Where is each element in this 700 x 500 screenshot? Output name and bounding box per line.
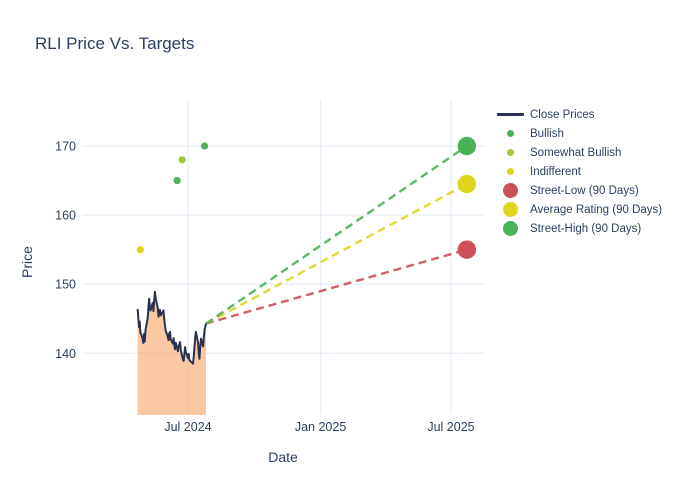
legend-item-somewhat-bullish[interactable]: Somewhat Bullish [497, 143, 662, 162]
x-tick-label-jan-2025: Jan 2025 [295, 420, 346, 434]
street-high-marker-icon [497, 221, 524, 236]
legend-label: Average Rating (90 Days) [530, 203, 663, 216]
y-tick-label-170: 170 [55, 140, 76, 154]
bullish-dot-icon [497, 130, 524, 137]
legend-label: Indifferent [530, 165, 581, 178]
rating-dot-bullish-170[interactable] [200, 142, 209, 150]
legend-label: Street-High (90 Days) [530, 222, 642, 235]
rating-dot-indifferent-155[interactable] [136, 246, 145, 254]
y-tick-label-150: 150 [55, 278, 76, 292]
close-price-line [136, 290, 207, 365]
chart-title: RLI Price Vs. Targets [35, 34, 195, 53]
legend-label: Bullish [530, 127, 564, 140]
y-tick-label-160: 160 [55, 209, 76, 223]
legend-label: Close Prices [530, 108, 595, 121]
legend-label: Street-Low (90 Days) [530, 184, 639, 197]
close-price-area-fill [137, 291, 206, 415]
close-prices-line-swatch-icon [497, 113, 524, 116]
x-tick-label-jul-2025: Jul 2025 [427, 420, 474, 434]
legend-item-street-high[interactable]: Street-High (90 Days) [497, 219, 662, 238]
legend-item-indifferent[interactable]: Indifferent [497, 162, 662, 181]
x-axis-title: Date [268, 449, 298, 465]
somewhat-bullish-dot-icon [497, 149, 524, 156]
legend-item-close-prices[interactable]: Close Prices [497, 105, 662, 124]
rating-dot-bullish-165[interactable] [173, 176, 181, 185]
target-marker-street-high-90-days[interactable] [457, 136, 477, 156]
target-line-average-rating-90-days [205, 182, 468, 325]
y-axis-title: Price [19, 246, 35, 278]
legend-item-street-low[interactable]: Street-Low (90 Days) [497, 181, 662, 200]
y-tick-label-140: 140 [55, 347, 76, 361]
target-line-street-high-90-days [205, 145, 468, 325]
legend-item-bullish[interactable]: Bullish [497, 124, 662, 143]
average-rating-marker-icon [497, 202, 524, 217]
rating-dot-somewhat-bullish-168[interactable] [178, 156, 186, 164]
indifferent-dot-icon [497, 168, 524, 175]
legend-item-average-rating[interactable]: Average Rating (90 Days) [497, 200, 662, 219]
target-marker-average-rating-90-days[interactable] [457, 174, 477, 194]
x-tick-label-jul-2024: Jul 2024 [164, 420, 211, 434]
street-low-marker-icon [497, 183, 524, 198]
legend-label: Somewhat Bullish [530, 146, 622, 159]
target-marker-street-low-90-days[interactable] [457, 240, 477, 259]
target-line-street-low-90-days [205, 248, 468, 325]
legend: Close Prices Bullish Somewhat Bullish In… [497, 105, 662, 238]
